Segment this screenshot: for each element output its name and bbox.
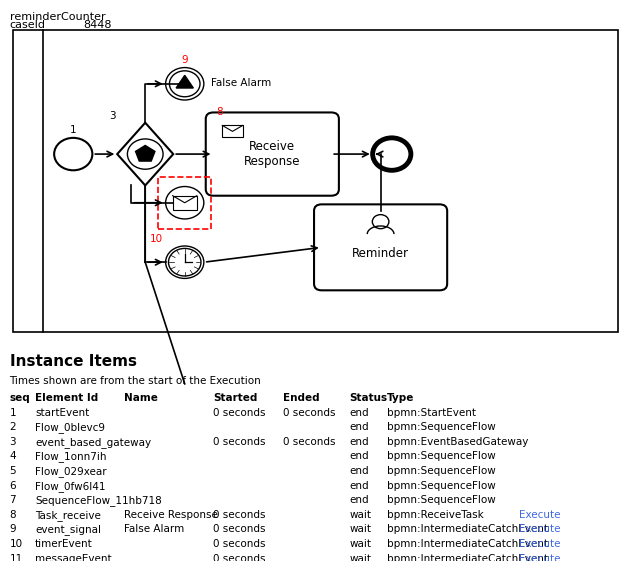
Text: 8: 8 [216, 107, 222, 117]
Text: end: end [349, 408, 369, 417]
Text: 11: 11 [10, 554, 23, 561]
Text: Receive
Response: Receive Response [244, 140, 301, 168]
Text: 7: 7 [10, 495, 16, 505]
Circle shape [372, 215, 389, 229]
Text: bpmn:IntermediateCatchEvent: bpmn:IntermediateCatchEvent [387, 525, 548, 535]
Text: Execute: Execute [519, 510, 561, 520]
Circle shape [54, 138, 92, 171]
FancyBboxPatch shape [13, 30, 618, 333]
Text: 5: 5 [10, 466, 16, 476]
Text: Execute: Execute [519, 554, 561, 561]
Text: 0 seconds: 0 seconds [283, 408, 336, 417]
Polygon shape [136, 145, 155, 161]
Text: startEvent: startEvent [35, 408, 89, 417]
Text: Flow_0blevc9: Flow_0blevc9 [35, 422, 105, 433]
Text: bpmn:SequenceFlow: bpmn:SequenceFlow [387, 452, 496, 462]
Text: caseId: caseId [10, 20, 46, 30]
Text: Reminder: Reminder [352, 247, 409, 260]
Text: 1: 1 [10, 408, 16, 417]
Text: Ended: Ended [283, 393, 320, 403]
Text: 0 seconds: 0 seconds [213, 437, 266, 447]
Text: bpmn:StartEvent: bpmn:StartEvent [387, 408, 476, 417]
Text: False Alarm: False Alarm [124, 525, 185, 535]
Text: Execute: Execute [519, 525, 561, 535]
Circle shape [127, 139, 163, 169]
Text: event_based_gateway: event_based_gateway [35, 437, 151, 448]
Text: 0 seconds: 0 seconds [213, 408, 266, 417]
Text: 4: 4 [10, 452, 16, 462]
Polygon shape [117, 123, 173, 186]
Circle shape [166, 67, 204, 100]
Text: 10: 10 [10, 539, 23, 549]
Text: wait: wait [349, 525, 371, 535]
Text: Instance Items: Instance Items [10, 354, 136, 369]
Text: 2: 2 [10, 422, 16, 432]
Text: bpmn:SequenceFlow: bpmn:SequenceFlow [387, 466, 496, 476]
Text: 3: 3 [10, 437, 16, 447]
Circle shape [166, 186, 204, 219]
Text: end: end [349, 422, 369, 432]
Text: Execute: Execute [519, 539, 561, 549]
Text: messageEvent: messageEvent [35, 554, 111, 561]
FancyBboxPatch shape [173, 196, 197, 210]
Text: Name: Name [124, 393, 158, 403]
Text: 0 seconds: 0 seconds [213, 554, 266, 561]
Text: Task_receive: Task_receive [35, 510, 101, 521]
Text: Receive Response: Receive Response [124, 510, 218, 520]
Text: end: end [349, 481, 369, 491]
Text: Started: Started [213, 393, 258, 403]
Text: Flow_1onn7ih: Flow_1onn7ih [35, 452, 106, 462]
Polygon shape [176, 75, 194, 88]
Text: Times shown are from the start of the Execution: Times shown are from the start of the Ex… [10, 376, 261, 386]
Text: 0 seconds: 0 seconds [213, 539, 266, 549]
Circle shape [168, 249, 201, 276]
FancyBboxPatch shape [222, 126, 243, 137]
Text: bpmn:SequenceFlow: bpmn:SequenceFlow [387, 422, 496, 432]
Text: 0 seconds: 0 seconds [283, 437, 336, 447]
Circle shape [373, 138, 411, 171]
Text: Status: Status [349, 393, 387, 403]
FancyBboxPatch shape [206, 112, 339, 196]
Text: end: end [349, 466, 369, 476]
Text: 9: 9 [10, 525, 16, 535]
Text: wait: wait [349, 554, 371, 561]
Text: end: end [349, 437, 369, 447]
Text: Element Id: Element Id [35, 393, 98, 403]
Text: bpmn:IntermediateCatchEvent: bpmn:IntermediateCatchEvent [387, 539, 548, 549]
Circle shape [166, 246, 204, 278]
Text: wait: wait [349, 539, 371, 549]
Text: bpmn:SequenceFlow: bpmn:SequenceFlow [387, 481, 496, 491]
Text: SequenceFlow_11hb718: SequenceFlow_11hb718 [35, 495, 162, 506]
Text: event_signal: event_signal [35, 525, 101, 535]
Text: Flow_0fw6l41: Flow_0fw6l41 [35, 481, 106, 491]
Text: bpmn:ReceiveTask: bpmn:ReceiveTask [387, 510, 484, 520]
Text: False Alarm: False Alarm [211, 78, 272, 88]
Text: 1: 1 [70, 125, 76, 135]
Text: bpmn:EventBasedGateway: bpmn:EventBasedGateway [387, 437, 529, 447]
Text: 8: 8 [10, 510, 16, 520]
Text: 9: 9 [182, 55, 188, 65]
Text: bpmn:IntermediateCatchEvent: bpmn:IntermediateCatchEvent [387, 554, 548, 561]
Text: 10: 10 [150, 234, 163, 244]
Text: reminderCounter: reminderCounter [10, 12, 105, 22]
Text: Flow_029xear: Flow_029xear [35, 466, 106, 477]
Text: bpmn:SequenceFlow: bpmn:SequenceFlow [387, 495, 496, 505]
Text: 6: 6 [10, 481, 16, 491]
Text: 0 seconds: 0 seconds [213, 510, 266, 520]
FancyBboxPatch shape [314, 204, 447, 291]
Text: end: end [349, 452, 369, 462]
Text: 3: 3 [109, 111, 115, 121]
Text: wait: wait [349, 510, 371, 520]
Text: timerEvent: timerEvent [35, 539, 93, 549]
Text: 0 seconds: 0 seconds [213, 525, 266, 535]
Text: 8448: 8448 [83, 20, 111, 30]
Circle shape [169, 71, 200, 97]
Text: end: end [349, 495, 369, 505]
Text: Type: Type [387, 393, 415, 403]
Text: seq: seq [10, 393, 31, 403]
